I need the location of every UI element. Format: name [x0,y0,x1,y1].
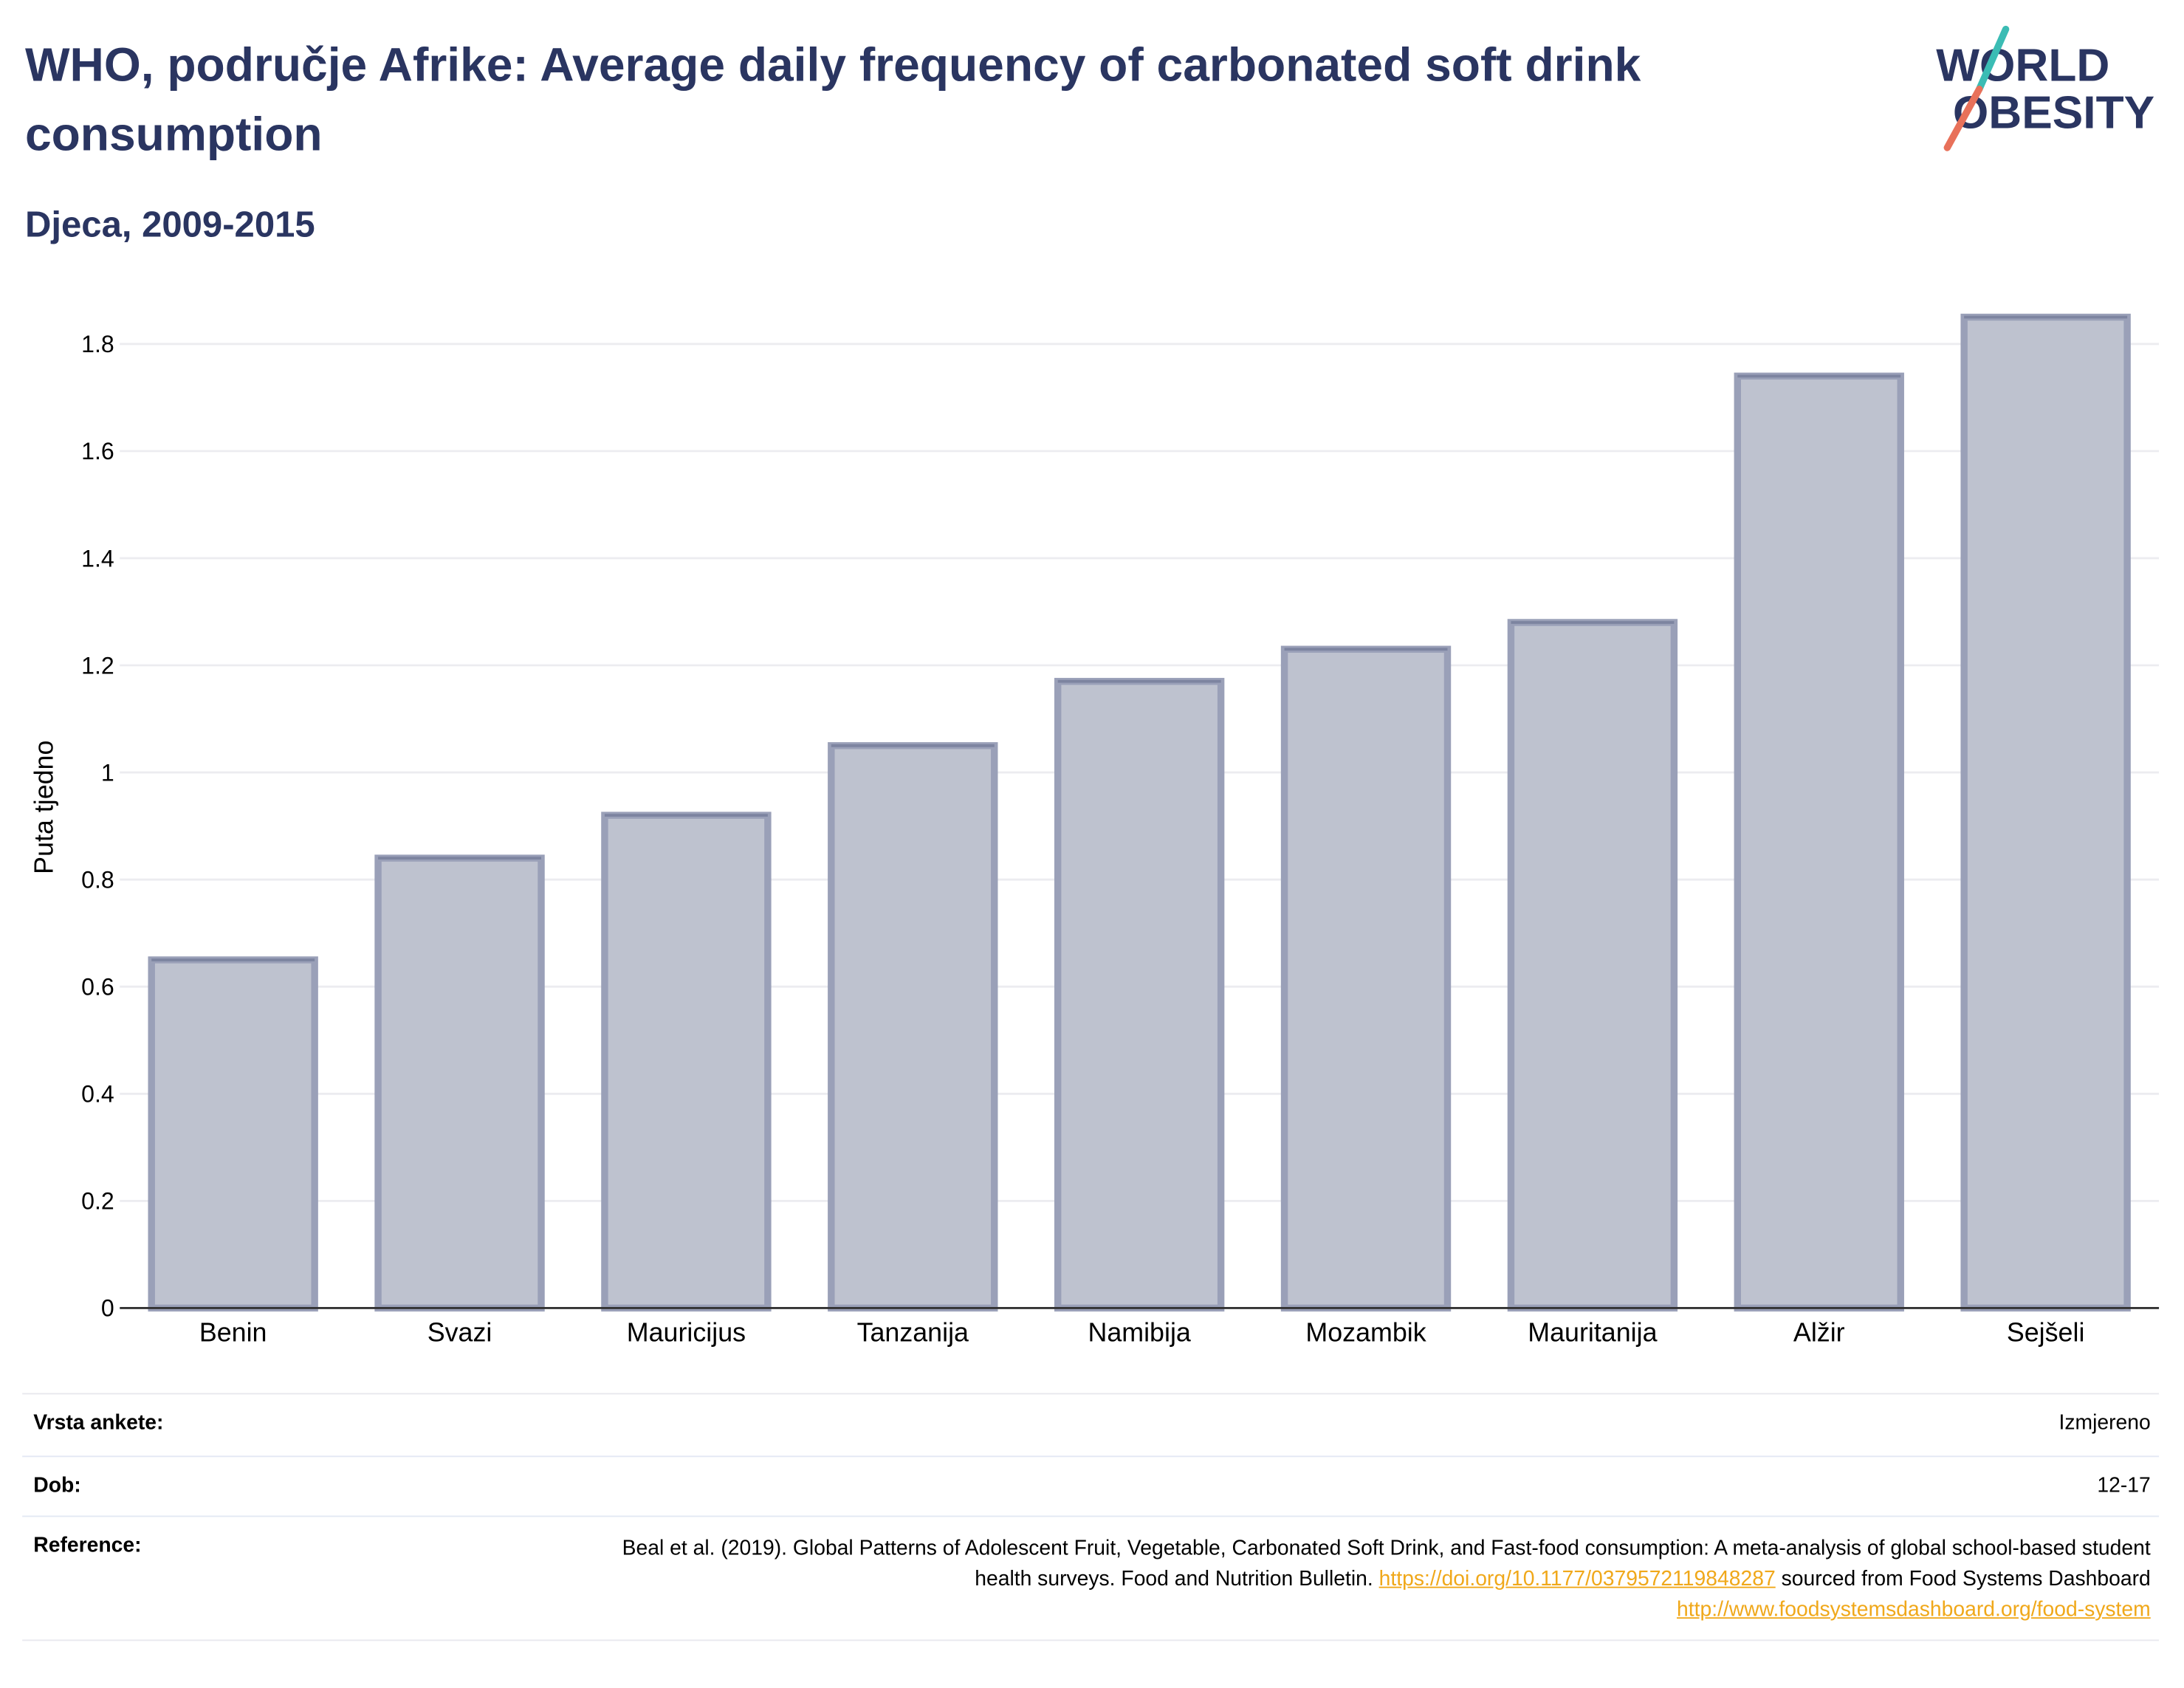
info-row-reference: Reference: Beal et al. (2019). Global Pa… [22,1515,2160,1641]
chart-title: WHO, područje Afrike: Average daily freq… [24,38,1641,162]
age-label: Dob: [33,1473,81,1497]
x-tick-label: Sejšeli [2007,1318,2085,1348]
reference-text-2: sourced from Food Systems Dashboard [1781,1567,2151,1591]
bars [148,313,2131,1312]
bar-sejšeli[interactable] [1960,313,2131,1312]
y-tick-label: 1.2 [81,652,114,679]
age-value: 12-17 [2097,1473,2151,1497]
bar-namibija[interactable] [1054,678,1225,1312]
bar-tanzanija[interactable] [828,742,998,1312]
reference-label: Reference: [33,1534,142,1558]
x-tick-label: Mauricijus [627,1318,746,1348]
logo-line2: OBESITY [1953,88,2154,139]
bar-mauricijus[interactable] [601,812,772,1312]
info-row-age: Dob: 12-17 [22,1455,2160,1515]
x-tick-label: Tanzanija [857,1318,969,1348]
y-tick-label: 0.6 [81,974,114,1001]
x-tick-labels: Benin Svazi Mauricijus Tanzanija Namibija Moz… [199,1318,2085,1348]
reference-doi-link[interactable]: https://doi.org/10.1177/0379572119848287 [1378,1567,1776,1591]
y-tick-labels: 0 0.2 0.4 0.6 0.8 1 1.2 1.4 1.6 1.8 [81,331,114,1322]
bar-mauritanija[interactable] [1507,619,1678,1312]
logo-slash-top [1976,25,2010,93]
bar-benin[interactable] [148,956,318,1312]
logo-line1: WORLD [1936,40,2109,91]
chart-subtitle: Djeca, 2009-2015 [24,203,315,246]
bar-svazi[interactable] [374,854,545,1312]
bar-chart: 0 0.2 0.4 0.6 0.8 1 1.2 1.4 1.6 1.8 Benin Svazi Mau… [30,313,2160,1348]
y-tick-label: 1.8 [81,331,114,357]
world-obesity-logo: WORLD OBESITY [1936,25,2154,151]
survey-type-value: Izmjereno [2058,1411,2151,1435]
x-tick-label: Alžir [1793,1318,1845,1348]
x-tick-label: Mozambik [1305,1318,1426,1348]
y-tick-label: 0.4 [81,1081,114,1108]
y-tick-label: 0.8 [81,866,114,893]
y-axis-label: Puta tjedno [30,741,59,874]
x-tick-label: Benin [199,1318,267,1348]
y-tick-label: 1 [101,759,114,786]
y-tick-label: 1.4 [81,545,114,572]
reference-value: Beal et al. (2019). Global Patterns of A… [563,1534,2151,1639]
logo-slash-bottom [1943,86,1983,151]
survey-type-label: Vrsta ankete: [33,1411,164,1435]
y-tick-label: 0 [101,1295,114,1322]
x-tick-label: Namibija [1088,1318,1190,1348]
info-row-survey-type: Vrsta ankete: Izmjereno [22,1393,2160,1456]
reference-dashboard-link[interactable]: http://www.foodsystemsdashboard.org/food… [1677,1597,2151,1622]
bar-mozambik[interactable] [1280,645,1452,1312]
x-tick-label: Mauritanija [1528,1318,1657,1348]
bar-alžir[interactable] [1734,372,1904,1312]
y-tick-label: 0.2 [81,1188,114,1215]
reference-text-1: Beal et al. (2019). Global Patterns of A… [622,1536,2151,1591]
y-tick-label: 1.6 [81,438,114,464]
x-tick-label: Svazi [427,1318,492,1348]
info-table: Vrsta ankete: Izmjereno Dob: 12-17 Refer… [22,1393,2160,1641]
